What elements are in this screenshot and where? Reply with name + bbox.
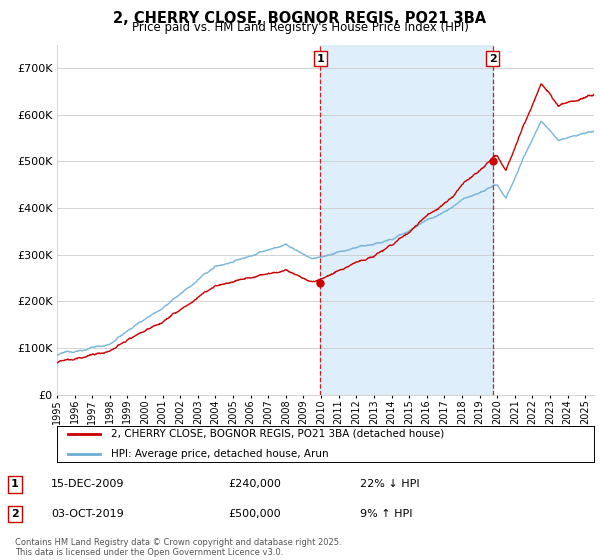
Text: 03-OCT-2019: 03-OCT-2019	[51, 509, 124, 519]
Text: 1: 1	[316, 54, 324, 63]
Text: 2, CHERRY CLOSE, BOGNOR REGIS, PO21 3BA (detached house): 2, CHERRY CLOSE, BOGNOR REGIS, PO21 3BA …	[111, 428, 444, 438]
Text: £240,000: £240,000	[228, 479, 281, 489]
Text: 15-DEC-2009: 15-DEC-2009	[51, 479, 125, 489]
Text: Price paid vs. HM Land Registry's House Price Index (HPI): Price paid vs. HM Land Registry's House …	[131, 21, 469, 34]
Text: 2, CHERRY CLOSE, BOGNOR REGIS, PO21 3BA: 2, CHERRY CLOSE, BOGNOR REGIS, PO21 3BA	[113, 11, 487, 26]
Text: 2: 2	[11, 509, 19, 519]
Text: Contains HM Land Registry data © Crown copyright and database right 2025.
This d: Contains HM Land Registry data © Crown c…	[15, 538, 341, 557]
Text: 9% ↑ HPI: 9% ↑ HPI	[360, 509, 413, 519]
Text: £500,000: £500,000	[228, 509, 281, 519]
Text: 2: 2	[489, 54, 497, 63]
Text: 22% ↓ HPI: 22% ↓ HPI	[360, 479, 419, 489]
Text: HPI: Average price, detached house, Arun: HPI: Average price, detached house, Arun	[111, 449, 328, 459]
Bar	[320, 45, 493, 395]
Text: 1: 1	[11, 479, 19, 489]
